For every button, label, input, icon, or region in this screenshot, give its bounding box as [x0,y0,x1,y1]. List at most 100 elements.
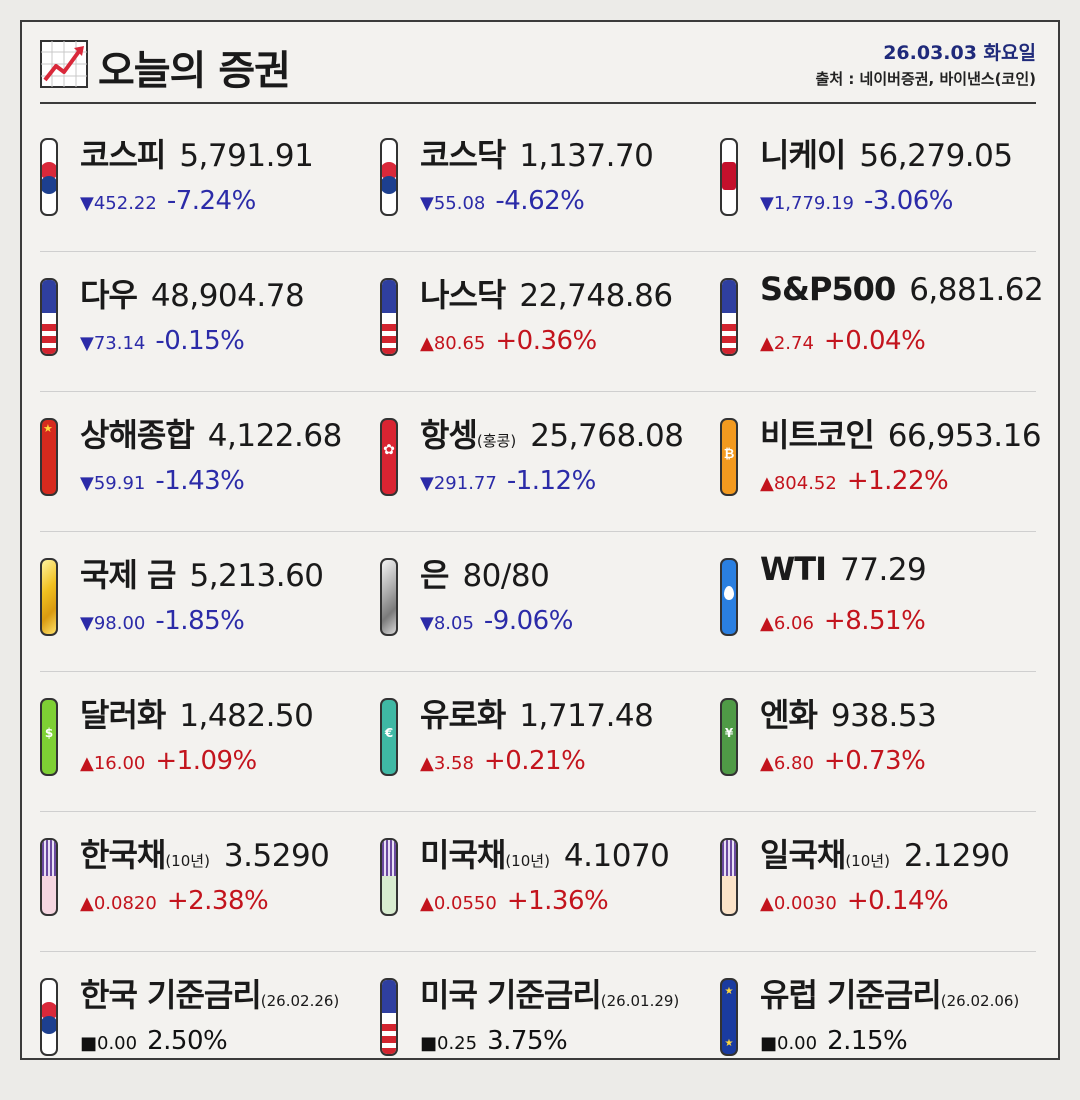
market-name-sub: (26.01.29) [600,992,680,1010]
market-value: 3.5290 [223,838,330,874]
change-percent: -9.06% [483,606,573,636]
market-name-sub: (10년) [505,852,550,870]
bond-jp-flag-icon [720,838,738,916]
market-row: $ 달러화 1,482.50 ▲16.00 +1.09% € 유로화 1,717.48 ▲3.5… [40,680,1040,820]
market-name: 비트코인 66,953.16 [760,410,1042,456]
market-name-label: 한국채 [80,836,166,874]
row-divider [40,951,1036,952]
market-name-sub: (10년) [165,852,210,870]
market-cell: € 유로화 1,717.48 ▲3.58 +0.21% [380,680,720,820]
change-percent: +0.04% [823,326,926,356]
change-amount: ▲0.0820 [80,893,157,914]
jpy-flag-icon: ¥ [720,698,738,776]
market-change: ▲80.65 +0.36% [420,326,597,356]
chart-up-icon [40,40,88,88]
market-name-label: 상해종합 [80,416,195,454]
market-name: 다우 48,904.78 [80,270,305,316]
bond-kr-flag-icon [40,838,58,916]
eu-flag-icon: ★ ★ [720,978,738,1056]
market-row: 한국 기준금리(26.02.26) ■0.00 2.50% 미국 기준금리(26.01… [40,960,1040,1100]
market-name-label: 달러화 [80,696,166,734]
change-percent: -1.85% [155,606,245,636]
market-change: ▲0.0030 +0.14% [760,886,949,916]
jp-flag-icon [720,138,738,216]
market-cell: ¥ 엔화 938.53 ▲6.80 +0.73% [720,680,1060,820]
market-name: 유로화 1,717.48 [420,690,654,736]
market-name-label: 일국채 [760,836,846,874]
market-name-label: 유로화 [420,696,506,734]
market-name: 국제 금 5,213.60 [80,550,324,596]
market-cell: ✿ 항셍(홍콩) 25,768.08 ▼291.77 -1.12% [380,400,720,540]
change-percent: 2.15% [827,1026,908,1056]
market-name: WTI 77.29 [760,550,927,588]
market-value: 5,791.91 [179,138,314,174]
market-cell: 한국채(10년) 3.5290 ▲0.0820 +2.38% [40,820,380,960]
market-name: 유럽 기준금리(26.02.06) [760,970,1019,1016]
gold-flag-icon [40,558,58,636]
change-percent: +1.09% [155,746,257,776]
market-cell: 일국채(10년) 2.1290 ▲0.0030 +0.14% [720,820,1060,960]
change-amount: ▼59.91 [80,473,146,494]
us-flag-icon [720,278,738,356]
market-name: 은 80/80 [420,550,550,596]
market-name-label: 한국 기준금리 [80,976,262,1014]
market-name-label: 엔화 [760,696,818,734]
change-percent: +0.14% [846,886,949,916]
market-cell: ★ ★ 유럽 기준금리(26.02.06) ■0.00 2.15% [720,960,1060,1100]
market-name: 상해종합 4,122.68 [80,410,342,456]
market-value: 77.29 [840,552,927,588]
market-cell: 은 80/80 ▼8.05 -9.06% [380,540,720,680]
change-amount: ▲3.58 [420,753,474,774]
market-change: ▼8.05 -9.06% [420,606,573,636]
change-percent: +1.36% [506,886,609,916]
market-name: 달러화 1,482.50 [80,690,314,736]
change-amount: ▲0.0550 [420,893,497,914]
row-divider [40,251,1036,252]
header: 오늘의 증권 26.03.03 화요일 출처 : 네이버증권, 바이낸스(코인) [22,22,1058,104]
market-cell: 한국 기준금리(26.02.26) ■0.00 2.50% [40,960,380,1100]
change-percent: -3.06% [864,186,953,216]
market-name-label: 나스닥 [420,276,506,314]
change-percent: 3.75% [487,1026,568,1056]
change-amount: ▲804.52 [760,473,837,494]
silver-flag-icon [380,558,398,636]
source-label: 출처 : 네이버증권, 바이낸스(코인) [815,70,1036,88]
market-cell: WTI 77.29 ▲6.06 +8.51% [720,540,1060,680]
eur-flag-icon: € [380,698,398,776]
market-name: 코스피 5,791.91 [80,130,314,176]
market-value: 80/80 [462,558,550,594]
market-name-sub: (26.02.06) [940,992,1020,1010]
market-value: 66,953.16 [887,418,1042,454]
date-label: 26.03.03 화요일 [883,42,1036,64]
oil-flag-icon [720,558,738,636]
kr-flag-icon [40,138,58,216]
market-row: 코스피 5,791.91 ▼452.22 -7.24% 코스닥 1,137.70 ▼55.0… [40,120,1040,260]
change-amount: ▼8.05 [420,613,474,634]
market-value: 4,122.68 [207,418,343,454]
market-value: 938.53 [830,698,937,734]
market-name: 코스닥 1,137.70 [420,130,654,176]
market-value: 1,137.70 [519,138,654,174]
market-name-label: S&P500 [760,270,896,308]
hk-flag-icon: ✿ [380,418,398,496]
change-percent: -4.62% [495,186,585,216]
kr-flag-icon [40,978,58,1056]
market-value: 4.1070 [563,838,670,874]
change-percent: +0.73% [823,746,926,776]
market-value: 48,904.78 [150,278,305,314]
market-name: 미국채(10년) 4.1070 [420,830,670,876]
market-cell: ₿ 비트코인 66,953.16 ▲804.52 +1.22% [720,400,1060,540]
market-change: ▼1,779.19 -3.06% [760,186,953,216]
market-name: 한국채(10년) 3.5290 [80,830,330,876]
market-name: 미국 기준금리(26.01.29) [420,970,679,1016]
market-change: ▼55.08 -4.62% [420,186,585,216]
usd-flag-icon: $ [40,698,58,776]
market-cell: ★ 상해종합 4,122.68 ▼59.91 -1.43% [40,400,380,540]
market-change: ▼291.77 -1.12% [420,466,596,496]
change-percent: +1.22% [846,466,949,496]
market-name-label: 유럽 기준금리 [760,976,942,1014]
market-cell: S&P500 6,881.62 ▲2.74 +0.04% [720,260,1060,400]
market-change: ▲804.52 +1.22% [760,466,949,496]
market-name: 나스닥 22,748.86 [420,270,673,316]
change-amount: ▲0.0030 [760,893,837,914]
